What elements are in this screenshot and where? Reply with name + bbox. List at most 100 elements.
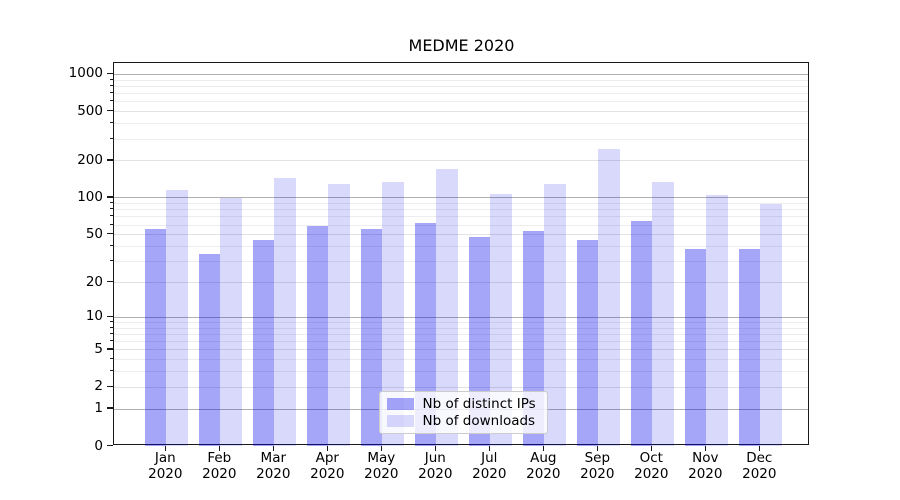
x-label-year: 2020 [472,465,507,482]
legend-swatch-downloads [386,414,414,427]
x-label-month: Jun [424,450,446,466]
minor-gridline [113,101,809,103]
bar-downloads-dec [760,203,782,447]
y-tick-label: 2 [94,378,103,395]
x-label-month: Sep [584,450,611,466]
x-label-month: Oct [639,450,663,466]
minor-gridline [113,282,809,284]
minor-gridline [113,138,809,140]
minor-gridline [113,386,809,388]
minor-gridline [113,246,809,247]
x-label-month: Aug [530,450,557,466]
y-minor-tick [109,358,113,360]
x-label-month: May [367,450,396,466]
x-label-month: Apr [315,450,339,466]
x-tick-label: Nov 2020 [677,450,733,482]
x-tick [488,445,490,451]
y-tick-label: 200 [77,151,103,168]
x-label-month: Jan [154,450,176,466]
minor-gridline [113,216,809,218]
minor-gridline [113,371,809,373]
minor-gridline [113,234,809,236]
y-minor-tick [109,122,113,124]
y-minor-tick [109,326,113,328]
x-tick-label: Oct 2020 [623,450,679,482]
y-tick-label: 1 [94,400,103,417]
bar-distinct-ips-sep [576,240,599,447]
x-label-month: Nov [692,450,719,466]
y-tick [106,444,113,447]
legend-label-distinct-ips: Nb of distinct IPs [422,395,536,412]
x-tick-label: Mar 2020 [245,450,301,482]
y-tick-label: 0 [94,437,103,454]
bar-downloads-jun [436,168,458,447]
x-tick-label: Apr 2020 [299,450,355,482]
x-label-month: Feb [207,450,232,466]
plot-area [112,61,810,447]
major-gridline [113,197,809,199]
y-tick [106,385,113,388]
x-label-month: Dec [746,450,773,466]
x-tick [704,445,706,451]
y-tick-label: 1000 [68,65,103,82]
y-minor-tick [109,223,113,225]
y-minor-tick [109,370,113,372]
bar-distinct-ips-oct [630,220,653,447]
x-tick [758,445,760,451]
minor-gridline [113,224,809,226]
x-tick [542,445,544,451]
x-tick-label: Feb 2020 [191,450,247,482]
x-tick-label: May 2020 [353,450,409,482]
x-label-year: 2020 [634,465,669,482]
y-tick-label: 100 [77,188,103,205]
minor-gridline [113,111,809,113]
y-tick [106,233,113,235]
y-minor-tick [109,208,113,210]
x-tick [326,445,328,451]
y-tick [106,159,113,161]
minor-gridline [113,160,809,162]
bar-downloads-sep [598,148,620,447]
y-tick [106,315,113,318]
y-tick [106,348,113,350]
y-tick-label: 500 [77,102,103,119]
y-minor-tick [109,321,113,322]
y-minor-tick [109,340,113,342]
legend-item-downloads: Nb of downloads [386,412,541,429]
x-label-year: 2020 [256,465,291,482]
bar-distinct-ips-feb [198,253,221,447]
x-label-year: 2020 [418,465,453,482]
minor-gridline [113,79,809,81]
minor-gridline [113,327,809,329]
y-minor-tick [109,215,113,217]
chart-title: MEDME 2020 [408,36,515,55]
minor-gridline [113,209,809,211]
y-minor-tick [109,137,113,139]
x-tick [164,445,166,451]
y-minor-tick [109,333,113,335]
bar-downloads-apr [328,184,350,447]
minor-gridline [113,359,809,361]
y-tick [106,110,113,112]
minor-gridline [113,321,809,323]
y-minor-tick [109,92,113,94]
legend-swatch-distinct-ips [386,397,414,410]
x-tick [434,445,436,451]
x-label-year: 2020 [310,465,345,482]
bar-distinct-ips-dec [738,249,761,447]
y-tick [106,196,113,198]
bar-downloads-aug [544,183,566,447]
minor-gridline [113,349,809,351]
y-minor-tick [109,84,113,86]
minor-gridline [113,93,809,95]
bar-distinct-ips-jan [144,228,167,447]
bar-downloads-jul [490,193,512,447]
y-tick-label: 5 [94,341,103,357]
y-minor-tick [109,78,113,80]
y-minor-tick [109,245,113,246]
minor-gridline [113,261,809,263]
y-tick-label: 10 [85,308,103,325]
minor-gridline [113,341,809,343]
major-gridline [113,73,809,75]
